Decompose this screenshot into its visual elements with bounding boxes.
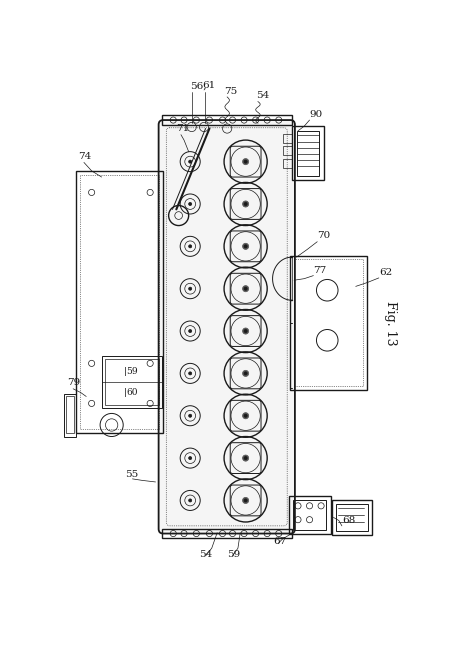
Circle shape [189, 203, 192, 205]
Bar [80, 175, 159, 429]
Circle shape [189, 372, 192, 375]
Bar [76, 171, 163, 433]
Circle shape [243, 286, 249, 292]
Text: 54: 54 [256, 91, 269, 99]
Circle shape [189, 414, 192, 417]
Circle shape [243, 201, 249, 207]
Circle shape [244, 499, 247, 502]
Bar [162, 116, 292, 125]
Text: 68: 68 [342, 516, 355, 525]
Circle shape [243, 413, 249, 419]
Circle shape [244, 245, 247, 248]
Circle shape [244, 330, 247, 333]
Bar [292, 126, 324, 180]
Bar [102, 356, 162, 408]
Circle shape [189, 456, 192, 460]
Text: 74: 74 [78, 152, 91, 162]
Circle shape [243, 328, 249, 334]
Bar [292, 500, 326, 530]
Text: 59: 59 [227, 551, 240, 559]
Bar [283, 158, 292, 168]
Circle shape [189, 245, 192, 248]
Bar [290, 256, 367, 390]
Bar [289, 496, 331, 534]
Text: 61: 61 [203, 82, 216, 90]
Circle shape [243, 158, 249, 165]
Text: 56,: 56, [190, 82, 206, 90]
Text: 79: 79 [67, 378, 80, 387]
Circle shape [189, 160, 192, 164]
Circle shape [244, 456, 247, 460]
Circle shape [244, 160, 247, 164]
Text: 62: 62 [379, 268, 392, 277]
Bar [105, 359, 159, 405]
Circle shape [243, 497, 249, 504]
Circle shape [189, 287, 192, 290]
Bar [297, 131, 319, 175]
Text: 90: 90 [310, 110, 323, 119]
Circle shape [189, 499, 192, 502]
Text: 77: 77 [313, 266, 326, 275]
Text: 59: 59 [126, 368, 138, 376]
Text: 54: 54 [199, 551, 213, 559]
Text: 67: 67 [273, 536, 286, 545]
Text: 70: 70 [317, 231, 331, 240]
Bar [283, 146, 292, 156]
Bar [336, 504, 368, 531]
Text: 55: 55 [125, 470, 138, 479]
Circle shape [243, 370, 249, 377]
Text: 71: 71 [176, 124, 190, 133]
Circle shape [189, 330, 192, 333]
Text: 60: 60 [126, 388, 138, 397]
Circle shape [244, 203, 247, 205]
Bar [64, 394, 76, 436]
Text: 75: 75 [224, 87, 237, 96]
Bar [162, 529, 292, 538]
Circle shape [244, 372, 247, 375]
Bar [332, 500, 372, 535]
FancyBboxPatch shape [159, 120, 295, 534]
Circle shape [243, 455, 249, 461]
Bar [294, 260, 364, 387]
Circle shape [244, 414, 247, 417]
Text: Fig. 13: Fig. 13 [384, 301, 397, 346]
Bar [66, 396, 74, 434]
Text: |: | [124, 388, 127, 397]
Circle shape [243, 243, 249, 249]
Bar [283, 134, 292, 143]
Text: |: | [124, 368, 127, 376]
Circle shape [244, 287, 247, 290]
